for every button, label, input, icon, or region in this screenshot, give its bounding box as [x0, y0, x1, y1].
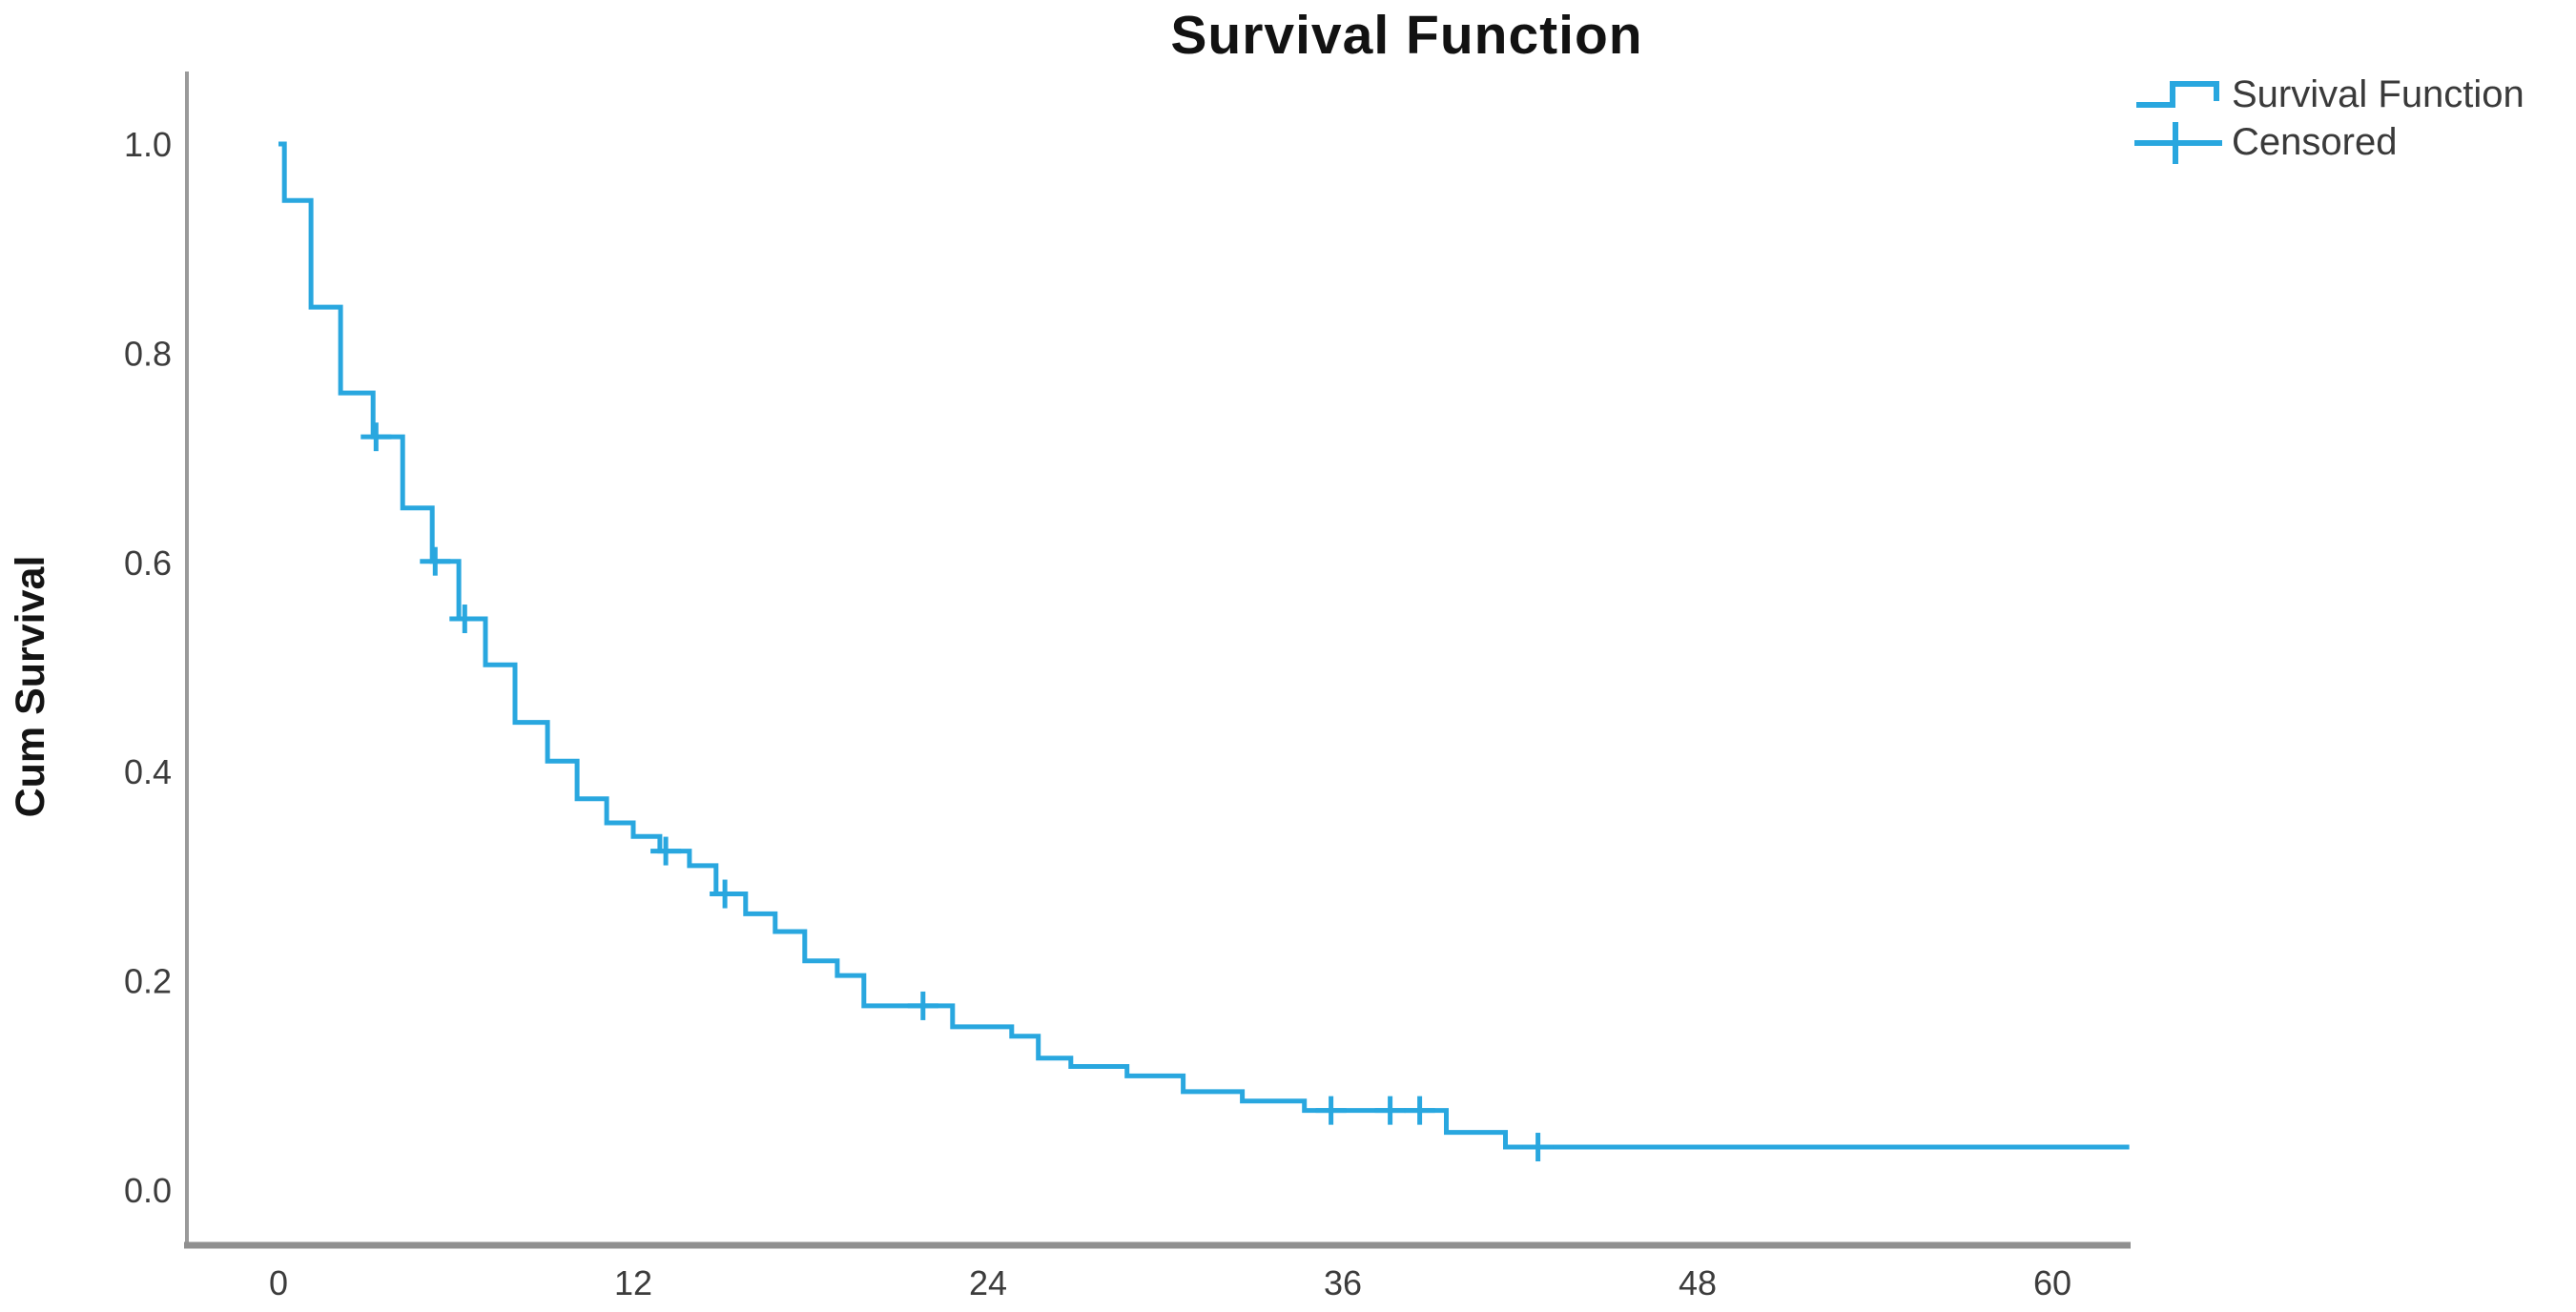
- legend-item-censored: Censored: [2134, 118, 2524, 166]
- survival-step-curve: [278, 141, 2130, 1150]
- legend-label: Survival Function: [2232, 72, 2524, 115]
- y-tick-label: 0.8: [124, 334, 172, 373]
- y-tick-label: 0.6: [124, 543, 172, 583]
- step-line-icon: [2136, 81, 2219, 108]
- plus-marker-icon: [2134, 122, 2222, 164]
- y-tick-label: 1.0: [124, 125, 172, 164]
- y-tick-label: 0.0: [124, 1171, 172, 1210]
- y-tick-label: 0.2: [124, 962, 172, 1001]
- legend: Survival Function Censored: [2134, 71, 2524, 166]
- chart-title: Survival Function: [1170, 5, 1643, 66]
- x-tick-label: 0: [269, 1263, 288, 1302]
- legend-label: Censored: [2232, 120, 2398, 163]
- legend-item-survival-function: Survival Function: [2134, 71, 2524, 118]
- x-tick-label: 60: [2033, 1263, 2071, 1302]
- x-tick-label: 24: [969, 1263, 1007, 1302]
- x-tick-label: 48: [1679, 1263, 1717, 1302]
- x-tick-label: 36: [1324, 1263, 1362, 1302]
- x-tick-label: 12: [614, 1263, 652, 1302]
- y-tick-label: 0.4: [124, 752, 172, 791]
